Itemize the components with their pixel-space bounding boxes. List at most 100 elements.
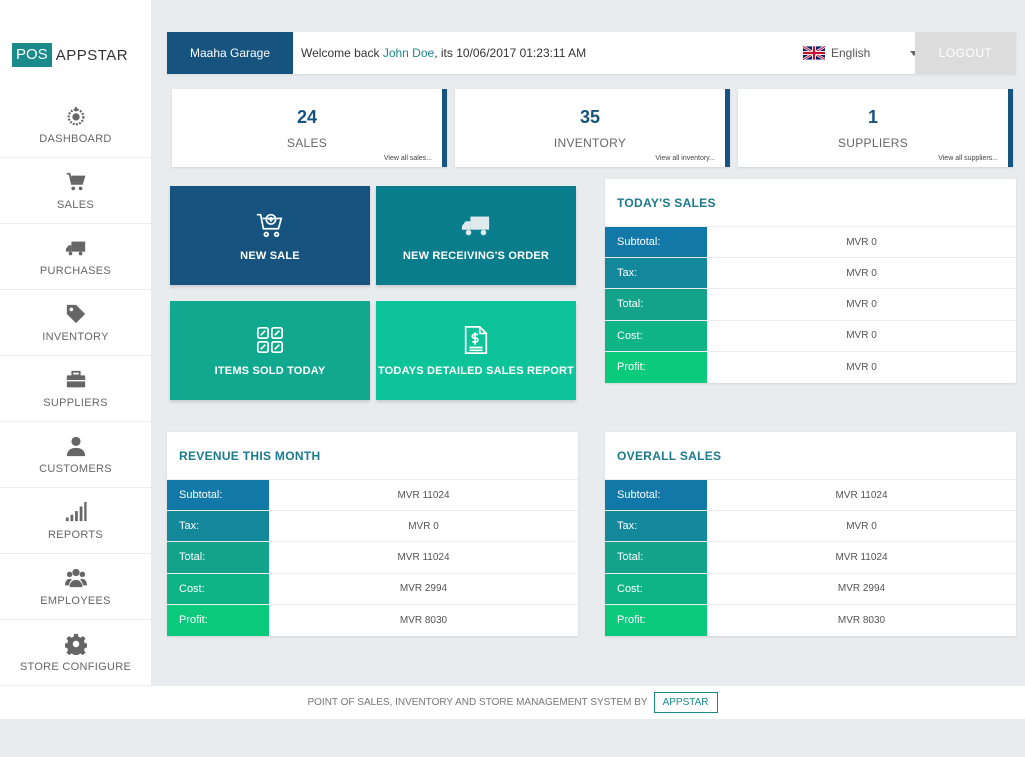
table-row: Tax: MVR 0 bbox=[605, 258, 1016, 290]
sidebar-nav: DASHBOARD SALES PURCHASES INVENTORY SUPP… bbox=[0, 92, 151, 686]
row-key: Total: bbox=[167, 542, 269, 573]
tile-label: NEW RECEIVING'S ORDER bbox=[402, 249, 550, 262]
row-key: Tax: bbox=[167, 511, 269, 542]
sidebar-item-label: STORE CONFIGURE bbox=[19, 660, 132, 673]
table-row: Tax: MVR 0 bbox=[605, 511, 1016, 543]
row-value: MVR 11024 bbox=[835, 489, 888, 501]
sidebar-item-employees[interactable]: EMPLOYEES bbox=[0, 554, 151, 620]
logo[interactable]: POS APPSTAR bbox=[12, 43, 128, 67]
row-key: Profit: bbox=[605, 351, 707, 383]
revenue-this-month-panel: REVENUE THIS MONTH Subtotal: MVR 11024 Ta… bbox=[167, 432, 578, 636]
panel-title: TODAY'S SALES bbox=[605, 179, 1016, 227]
logo-pos: POS bbox=[12, 43, 52, 67]
sidebar-item-inventory[interactable]: INVENTORY bbox=[0, 290, 151, 356]
new-sale-tile[interactable]: NEW SALE bbox=[170, 186, 370, 285]
sidebar-item-label: INVENTORY bbox=[42, 330, 109, 343]
stat-label: SUPPLIERS bbox=[837, 136, 909, 150]
table-row: Cost: MVR 0 bbox=[605, 320, 1016, 352]
stat-value: 1 bbox=[867, 107, 878, 127]
sidebar-item-label: DASHBOARD bbox=[39, 132, 112, 145]
row-value: MVR 11024 bbox=[397, 551, 450, 563]
appstar-badge-link[interactable]: APPSTAR bbox=[653, 692, 718, 713]
row-value: MVR 0 bbox=[846, 298, 877, 310]
user-name[interactable]: John Doe bbox=[382, 46, 435, 60]
row-key: Profit: bbox=[167, 604, 269, 636]
stat-label: INVENTORY bbox=[553, 136, 627, 150]
view-all-sales-link[interactable]: View all sales... bbox=[383, 155, 432, 162]
cart-plus-icon bbox=[256, 213, 283, 237]
row-value: MVR 0 bbox=[846, 267, 877, 279]
row-key: Profit: bbox=[605, 604, 707, 636]
user-icon bbox=[66, 436, 85, 456]
sidebar-item-sales[interactable]: SALES bbox=[0, 158, 151, 224]
sidebar-item-customers[interactable]: CUSTOMERS bbox=[0, 422, 151, 488]
table-row: Cost: MVR 2994 bbox=[167, 573, 578, 605]
panel-title: REVENUE THIS MONTH bbox=[167, 432, 578, 480]
todays-detailed-sales-report-tile[interactable]: TODAYS DETAILED SALES REPORT bbox=[376, 301, 576, 400]
sidebar: POS APPSTAR DASHBOARD SALES PURCHASES IN… bbox=[0, 0, 151, 686]
row-key: Cost: bbox=[605, 320, 707, 351]
table-row: Total: MVR 0 bbox=[605, 289, 1016, 321]
sidebar-item-label: CUSTOMERS bbox=[39, 462, 112, 475]
row-value: MVR 0 bbox=[846, 236, 877, 248]
row-key: Subtotal: bbox=[605, 480, 707, 511]
row-value: MVR 2994 bbox=[837, 583, 886, 595]
row-key: Subtotal: bbox=[167, 480, 269, 511]
row-key: Total: bbox=[605, 542, 707, 573]
truck-icon bbox=[65, 241, 85, 255]
sidebar-item-label: EMPLOYEES bbox=[40, 594, 111, 607]
row-value: MVR 8030 bbox=[399, 614, 448, 626]
dashboard-icon bbox=[67, 106, 84, 125]
row-key: Total: bbox=[605, 289, 707, 320]
sidebar-item-label: PURCHASES bbox=[39, 264, 112, 277]
welcome-prefix: Welcome back bbox=[301, 46, 383, 60]
sidebar-item-suppliers[interactable]: SUPPLIERS bbox=[0, 356, 151, 422]
stat-value: 35 bbox=[579, 107, 601, 127]
invoice-icon bbox=[464, 325, 488, 354]
sidebar-item-store-configure[interactable]: STORE CONFIGURE bbox=[0, 620, 151, 686]
new-receiving-order-tile[interactable]: NEW RECEIVING'S ORDER bbox=[376, 186, 576, 285]
sidebar-item-label: REPORTS bbox=[47, 528, 104, 541]
table-row: Tax: MVR 0 bbox=[167, 511, 578, 543]
header-bar: Maaha Garage Welcome back John Doe, its … bbox=[167, 32, 1016, 74]
sidebar-item-dashboard[interactable]: DASHBOARD bbox=[0, 92, 151, 158]
row-value: MVR 0 bbox=[846, 361, 877, 373]
language-select[interactable]: English bbox=[803, 32, 919, 74]
signal-bars-icon bbox=[65, 501, 87, 521]
row-key: Tax: bbox=[605, 511, 707, 542]
view-all-suppliers-link[interactable]: View all suppliers... bbox=[938, 155, 998, 162]
sidebar-item-purchases[interactable]: PURCHASES bbox=[0, 224, 151, 290]
footer-text: POINT OF SALES, INVENTORY AND STORE MANA… bbox=[307, 697, 648, 708]
users-icon bbox=[64, 568, 87, 587]
chevron-down-icon bbox=[910, 50, 919, 56]
uk-flag-icon bbox=[803, 46, 825, 60]
row-value: MVR 8030 bbox=[837, 614, 886, 626]
table-row: Profit: MVR 8030 bbox=[605, 604, 1016, 636]
cart-icon bbox=[66, 172, 85, 190]
sidebar-item-reports[interactable]: REPORTS bbox=[0, 488, 151, 554]
footer: POINT OF SALES, INVENTORY AND STORE MANA… bbox=[0, 686, 1025, 719]
stat-value: 24 bbox=[296, 107, 318, 127]
stat-card-sales: 24 SALES View all sales... bbox=[172, 89, 447, 167]
table-row: Cost: MVR 2994 bbox=[605, 573, 1016, 605]
panel-title: OVERALL SALES bbox=[605, 432, 1016, 480]
row-value: MVR 11024 bbox=[835, 551, 888, 563]
tile-label: NEW SALE bbox=[240, 249, 300, 262]
row-value: MVR 0 bbox=[846, 520, 877, 532]
row-value: MVR 0 bbox=[846, 330, 877, 342]
logo-appstar: APPSTAR bbox=[55, 46, 129, 64]
table-row: Total: MVR 11024 bbox=[605, 542, 1016, 574]
language-label: English bbox=[831, 46, 871, 60]
items-sold-today-tile[interactable]: ITEMS SOLD TODAY bbox=[170, 301, 370, 400]
table-row: Subtotal: MVR 11024 bbox=[167, 480, 578, 512]
logout-button[interactable]: LOGOUT bbox=[915, 32, 1016, 74]
stat-label: SALES bbox=[286, 136, 328, 150]
sidebar-item-label: SUPPLIERS bbox=[43, 396, 108, 409]
row-value: MVR 11024 bbox=[397, 489, 450, 501]
todays-sales-panel: TODAY'S SALES Subtotal: MVR 0 Tax: MVR 0 T… bbox=[605, 179, 1016, 383]
store-name[interactable]: Maaha Garage bbox=[167, 32, 293, 74]
gear-icon bbox=[64, 633, 87, 655]
view-all-inventory-link[interactable]: View all inventory... bbox=[655, 155, 715, 162]
truck-icon bbox=[461, 216, 490, 235]
table-row: Profit: MVR 0 bbox=[605, 351, 1016, 383]
